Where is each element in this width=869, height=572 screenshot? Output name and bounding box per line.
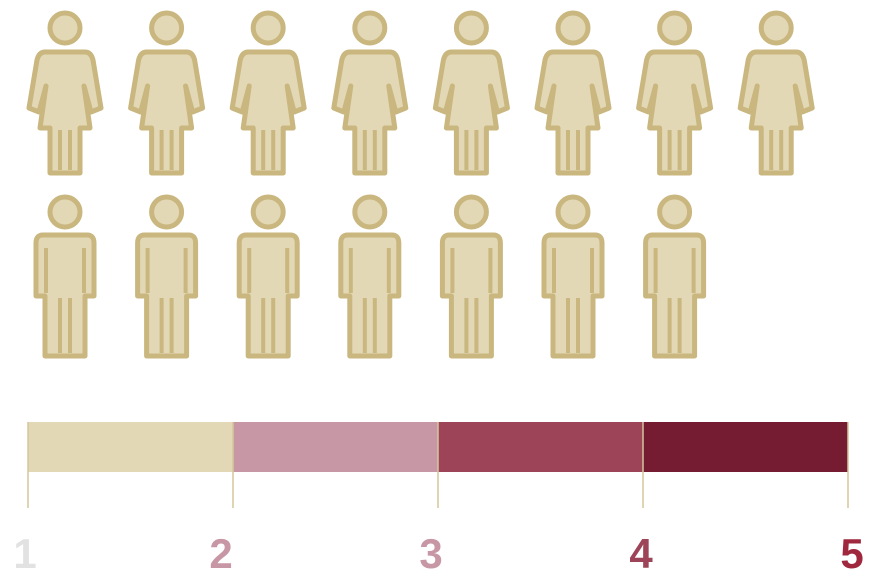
scale-segment <box>28 422 233 472</box>
female-icon <box>334 13 406 173</box>
female-icon <box>537 13 609 173</box>
scale-segment <box>233 422 438 472</box>
male-icon <box>341 197 399 356</box>
scale-label: 3 <box>419 530 442 572</box>
female-icon <box>740 13 812 173</box>
scale-label: 4 <box>629 530 653 572</box>
female-icon <box>639 13 711 173</box>
male-icon <box>138 197 196 356</box>
scale-segment <box>438 422 643 472</box>
female-icon <box>435 13 507 173</box>
pictogram <box>29 13 812 356</box>
color-scale: 1 2 3 4 5 <box>13 422 864 572</box>
scale-label: 1 <box>13 530 36 572</box>
female-icon <box>29 13 101 173</box>
scale-label: 2 <box>209 530 232 572</box>
male-icon <box>36 197 94 356</box>
male-icon <box>239 197 297 356</box>
female-icon <box>232 13 304 173</box>
male-icon <box>442 197 500 356</box>
male-icon <box>646 197 704 356</box>
male-icon <box>544 197 602 356</box>
scale-label: 5 <box>840 530 863 572</box>
scale-segment <box>643 422 848 472</box>
female-icon <box>131 13 203 173</box>
